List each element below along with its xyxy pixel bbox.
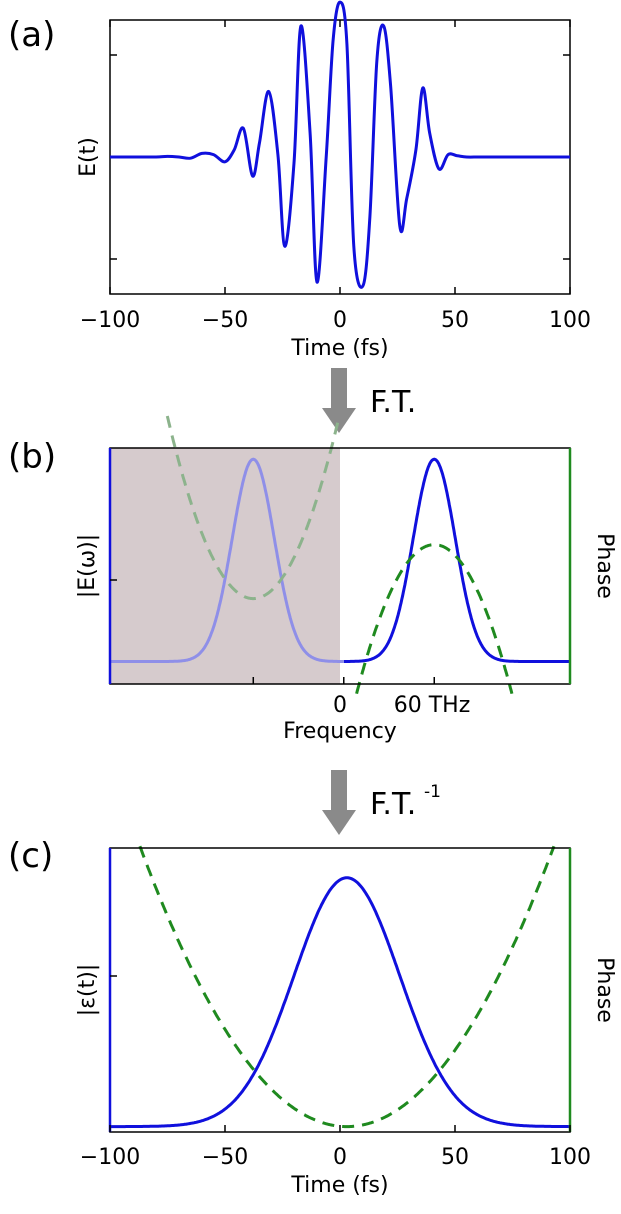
arrow-head <box>322 408 356 433</box>
panel-a-x-tick-labels: −100 −50 0 50 100 <box>80 308 591 333</box>
panel-a-ylabel: E(t) <box>76 137 101 177</box>
panel-c-ylabel: |ε(t)| <box>75 964 100 1017</box>
arrow-shaft-2 <box>331 770 347 812</box>
arrow-head-2 <box>322 810 356 835</box>
panel-a-label: (a) <box>8 15 55 55</box>
panel-c-xlabel: Time (fs) <box>290 1173 388 1198</box>
panel-a: (a) E(t) −100 −50 0 50 100 Time (fs) <box>8 0 591 361</box>
panel-c-plot-area <box>109 847 571 1133</box>
panel-c: (c) −100 −50 0 50 100 |ε(t)| Phase Time (fs) <box>8 836 617 1198</box>
panel-c-x-ticks <box>109 975 571 1132</box>
panel-b-tick-zero: 0 <box>333 693 347 718</box>
phase-curve <box>138 845 556 1129</box>
inverse-transform-label: F.T. <box>370 787 416 822</box>
arrow-shaft <box>331 368 347 410</box>
phase-negative-curve <box>165 415 341 601</box>
panel-b-tick-60thz: 60 THz <box>394 693 471 718</box>
panel-b-label: (b) <box>8 437 56 477</box>
x-tick-label: −50 <box>202 1145 248 1170</box>
x-tick-label: −100 <box>80 1145 140 1170</box>
panel-b-curves <box>110 415 570 695</box>
panel-a-xlabel: Time (fs) <box>290 336 388 361</box>
x-tick-label: −50 <box>202 308 248 333</box>
x-tick-label: 0 <box>333 1145 347 1170</box>
phase-curve <box>355 543 514 695</box>
panel-b: (b) |E(ω)| Phase 0 60 THz Frequency <box>8 415 617 744</box>
inverse-transform-exponent: -1 <box>424 782 441 802</box>
envelope-curve <box>110 876 570 1129</box>
panel-b-ylabel: |E(ω)| <box>75 534 100 598</box>
panel-c-label: (c) <box>8 836 53 876</box>
panel-b-x-ticks <box>110 579 436 684</box>
panel-c-ylabel-right: Phase <box>592 957 617 1023</box>
forward-transform-arrow: F.T. <box>322 368 416 433</box>
x-tick-label: 100 <box>549 1145 591 1170</box>
x-tick-label: 50 <box>441 308 469 333</box>
magnitude-negative-curve <box>110 457 344 663</box>
panel-c-x-tick-labels: −100 −50 0 50 100 <box>80 1145 591 1170</box>
panel-c-curves <box>110 845 570 1129</box>
panel-b-xlabel: Frequency <box>283 719 397 744</box>
inverse-transform-arrow: F.T. -1 <box>322 770 441 835</box>
panel-b-ylabel-right: Phase <box>592 533 617 599</box>
x-tick-label: −100 <box>80 308 140 333</box>
x-tick-label: 0 <box>333 308 347 333</box>
forward-transform-label: F.T. <box>370 385 416 420</box>
magnitude-curve <box>343 457 570 663</box>
x-tick-label: 100 <box>549 308 591 333</box>
x-tick-label: 50 <box>441 1145 469 1170</box>
panel-a-field-line <box>110 0 570 289</box>
negative-frequency-shade <box>110 448 340 684</box>
